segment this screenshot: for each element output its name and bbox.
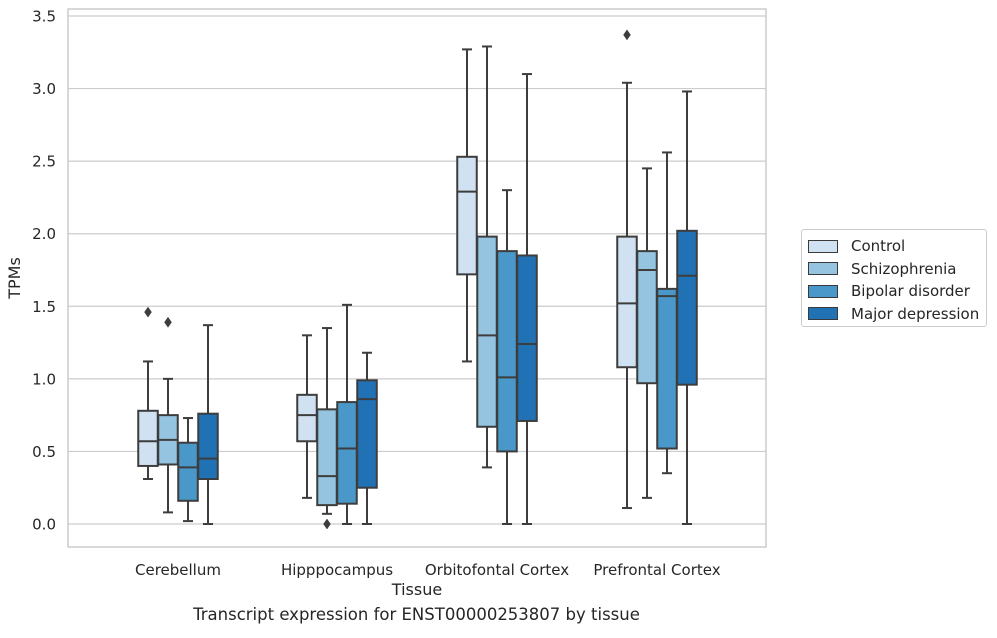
x-tick-label: Prefrontal Cortex — [593, 561, 720, 579]
plot-area-frame — [67, 8, 767, 548]
y-tick-label: 3.0 — [32, 80, 56, 98]
legend-item-major-depression: Major depression — [808, 303, 986, 326]
legend-label-major-depression: Major depression — [851, 304, 980, 323]
legend-swatch-major-depression — [808, 307, 838, 321]
box-2-3 — [516, 73, 538, 525]
legend-label-bipolar-disorder: Bipolar disorder — [851, 282, 970, 301]
box-1-0 — [296, 334, 318, 499]
y-tick-label: 2.5 — [32, 153, 56, 171]
outlier-point — [164, 316, 172, 328]
box-2-0 — [456, 48, 478, 363]
box-iqr — [676, 229, 698, 386]
outlier-point — [144, 306, 152, 318]
box-iqr — [516, 254, 538, 422]
box-iqr — [137, 409, 159, 467]
outlier-point — [323, 518, 331, 530]
y-tick-label: 0.0 — [32, 516, 56, 534]
box-iqr — [296, 393, 318, 443]
y-tick-label: 2.0 — [32, 225, 56, 243]
x-tick-label: Cerebellum — [135, 561, 221, 579]
box-iqr — [177, 441, 199, 502]
box-iqr — [316, 408, 338, 507]
y-tick-label: 0.5 — [32, 443, 56, 461]
box-2-1 — [476, 45, 498, 469]
box-iqr — [656, 287, 678, 450]
box-0-3 — [197, 324, 219, 525]
legend: Control Schizophrenia Bipolar disorder M… — [801, 229, 987, 327]
box-iqr — [496, 250, 518, 453]
x-tick-label: Orbitofontal Cortex — [425, 561, 569, 579]
box-iqr — [336, 401, 358, 505]
box-2-2 — [496, 189, 518, 525]
box-3-0 — [616, 29, 638, 510]
box-iqr — [356, 379, 378, 489]
legend-swatch-control — [808, 239, 838, 253]
legend-label-schizophrenia: Schizophrenia — [851, 259, 957, 278]
box-1-3 — [356, 351, 378, 525]
outlier-point — [623, 29, 631, 41]
box-3-3 — [676, 90, 698, 525]
chart-caption: Transcript expression for ENST0000025380… — [193, 605, 640, 624]
box-3-2 — [656, 151, 678, 475]
legend-swatch-schizophrenia — [808, 262, 838, 276]
box-iqr — [616, 235, 638, 369]
y-tick-label: 3.5 — [32, 8, 56, 26]
legend-item-bipolar-disorder: Bipolar disorder — [808, 280, 986, 303]
box-iqr — [197, 412, 219, 481]
box-0-0 — [137, 306, 159, 481]
y-tick-label: 1.5 — [32, 298, 56, 316]
box-iqr — [476, 235, 498, 428]
box-3-1 — [636, 167, 658, 499]
box-iqr — [456, 155, 478, 276]
y-axis-label: TPMs — [5, 257, 24, 300]
boxes-layer — [137, 29, 698, 530]
x-axis-label: Tissue — [391, 580, 442, 599]
legend-swatch-bipolar-disorder — [808, 284, 838, 298]
legend-item-control: Control — [808, 235, 986, 258]
legend-item-schizophrenia: Schizophrenia — [808, 258, 986, 281]
legend-label-control: Control — [851, 237, 906, 256]
x-tick-label: Hipppocampus — [281, 561, 393, 579]
y-tick-label: 1.0 — [32, 370, 56, 388]
x-tick-labels: Cerebellum Hipppocampus Orbitofontal Corte… — [135, 561, 721, 579]
box-0-1 — [157, 316, 179, 514]
y-tick-labels: 0.0 0.5 1.0 1.5 2.0 2.5 3.0 3.5 — [32, 8, 56, 534]
